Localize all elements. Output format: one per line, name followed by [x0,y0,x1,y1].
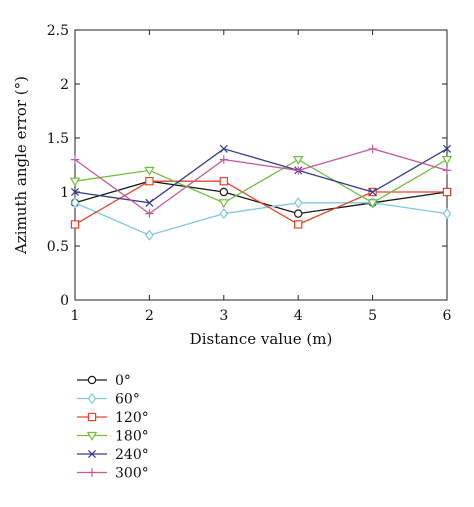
legend-label: 60° [115,392,140,408]
series-layer [69,144,453,241]
data-point [292,156,304,165]
legend-marker [87,375,97,385]
legend-marker [86,431,98,441]
data-point [219,208,229,220]
legend-marker [87,468,97,477]
x-axis-ticks: 1 2 3 4 5 6 [71,30,452,324]
legend-marker [87,449,97,459]
legend-item: 60° [77,392,140,408]
y-axis-label: Azimuth angle error (°) [12,76,30,255]
series-line [74,148,448,204]
y-axis-ticks: 0 0.5 1 1.5 2 2.5 [47,23,447,309]
legend-item: 300° [77,466,149,482]
y-tick-label: 1.5 [47,131,69,147]
x-tick-label: 4 [294,308,303,324]
legend-item: 180° [77,429,149,445]
y-tick-label: 2.5 [47,23,69,39]
series-line [74,202,448,236]
y-tick-label: 0 [60,293,69,309]
data-point [442,187,452,197]
series-1 [70,197,452,241]
legend-marker [87,412,97,422]
data-point [70,187,80,197]
series-5 [70,144,452,218]
legend-marker [87,392,97,405]
legend-label: 240° [115,447,149,463]
series-line [74,148,448,215]
legend: 0° 60° 120° 180° 240° 300° [77,373,149,482]
legend-item: 0° [77,373,131,389]
series-2 [70,177,452,229]
data-point [70,197,80,209]
data-point [219,177,228,186]
x-tick-label: 2 [145,308,154,324]
y-tick-label: 0.5 [47,239,69,255]
legend-item: 240° [77,447,149,463]
y-tick-label: 2 [60,77,69,93]
data-point [219,144,228,153]
data-point [368,144,377,153]
series-0 [70,176,452,218]
data-point [294,220,303,229]
data-point [442,208,452,220]
data-point [70,155,80,164]
data-point [441,156,453,165]
data-point [367,199,378,209]
x-tick-label: 1 [71,308,80,324]
x-tick-label: 5 [368,308,377,324]
series-line [74,158,448,204]
data-point [145,209,154,218]
legend-label: 300° [115,466,149,482]
data-point [144,166,155,176]
data-point [294,166,303,175]
legend-label: 180° [115,429,149,445]
data-point [442,144,452,153]
y-tick-label: 1 [60,185,69,201]
legend-item: 120° [77,410,149,426]
legend-label: 0° [115,373,131,389]
data-point [294,209,303,218]
series-3 [69,156,453,209]
data-point [219,187,228,197]
x-axis-label: Distance value (m) [190,330,333,348]
x-tick-label: 3 [219,308,228,324]
plot-frame [74,29,448,301]
data-point [293,197,303,209]
data-point [145,198,154,207]
data-point [145,177,154,186]
data-point [219,155,228,164]
data-point [368,187,377,197]
data-point [70,220,80,229]
data-point [69,177,81,187]
legend-label: 120° [115,410,149,426]
data-point [145,229,154,241]
data-point [218,199,230,209]
data-point [442,166,452,175]
x-tick-label: 6 [443,308,452,324]
series-line [74,180,447,226]
